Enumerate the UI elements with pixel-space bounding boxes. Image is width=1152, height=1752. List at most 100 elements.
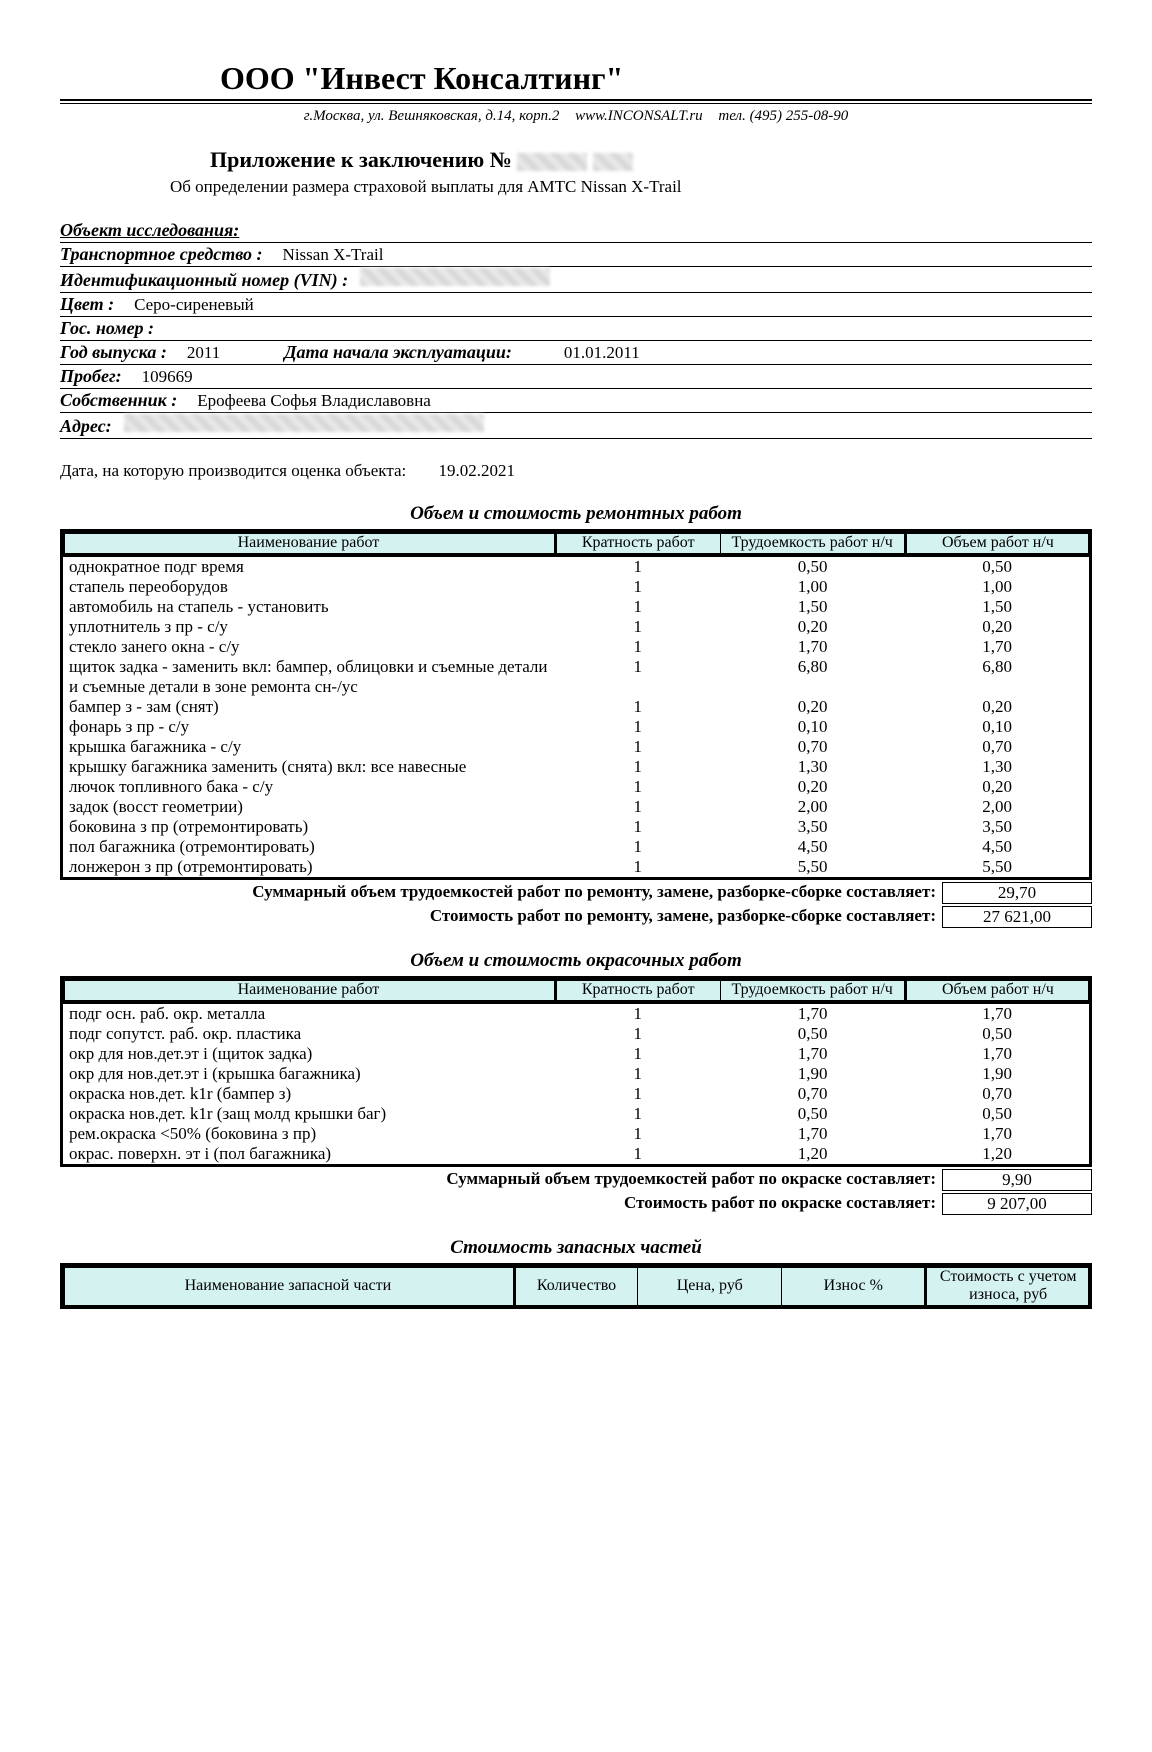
table-row: задок (восст геометрии)12,002,00	[62, 797, 1091, 817]
start-label: Дата начала эксплуатации:	[284, 342, 512, 363]
cell-v: 1,70	[905, 1044, 1090, 1064]
cell-v: 1,90	[905, 1064, 1090, 1084]
table-row: стапель переоборудов11,001,00	[62, 577, 1091, 597]
cell-h: 0,50	[720, 1104, 905, 1124]
cell-h: 0,20	[720, 697, 905, 717]
redacted-address	[124, 414, 484, 432]
cell-name: окраска нов.дет. k1r (защ молд крышки ба…	[62, 1104, 556, 1124]
table-row: окраска нов.дет. k1r (бампер з)10,700,70	[62, 1084, 1091, 1104]
cell-k: 1	[555, 1144, 720, 1166]
table-row: фонарь з пр - с/у10,100,10	[62, 717, 1091, 737]
cell-h: 1,00	[720, 577, 905, 597]
cell-h: 1,30	[720, 757, 905, 777]
table-row: автомобиль на стапель - установить11,501…	[62, 597, 1091, 617]
eval-date-label: Дата, на которую производится оценка объ…	[60, 461, 406, 480]
paint-header-name: Наименование работ	[62, 978, 556, 1003]
repair-sum-hours-value: 29,70	[942, 882, 1092, 904]
table-row: пол багажника (отремонтировать)14,504,50	[62, 837, 1091, 857]
cell-name: окраска нов.дет. k1r (бампер з)	[62, 1084, 556, 1104]
cell-h: 0,20	[720, 777, 905, 797]
cell-h: 6,80	[720, 657, 905, 697]
eval-date: Дата, на которую производится оценка объ…	[60, 461, 1092, 481]
color-value: Серо-сиреневый	[134, 295, 254, 315]
table-row: уплотнитель з пр - с/у10,200,20	[62, 617, 1091, 637]
table-row: крышка багажника - с/у10,700,70	[62, 737, 1091, 757]
owner-label: Собственник :	[60, 390, 177, 411]
cell-h: 0,10	[720, 717, 905, 737]
start-value: 01.01.2011	[564, 343, 640, 363]
table-row: бампер з - зам (снят)10,200,20	[62, 697, 1091, 717]
paint-table: Наименование работ Кратность работ Трудо…	[60, 976, 1092, 1167]
cell-k: 1	[555, 697, 720, 717]
table-row: щиток задка - заменить вкл: бампер, обли…	[62, 657, 1091, 697]
cell-h: 1,20	[720, 1144, 905, 1166]
cell-name: лонжерон з пр (отремонтировать)	[62, 857, 556, 879]
paint-sum-hours-value: 9,90	[942, 1169, 1092, 1191]
cell-v: 0,50	[905, 1104, 1090, 1124]
cell-v: 0,50	[905, 1024, 1090, 1044]
cell-k: 1	[555, 1024, 720, 1044]
cell-h: 1,70	[720, 637, 905, 657]
cell-name: стапель переоборудов	[62, 577, 556, 597]
cell-name: крышку багажника заменить (снята) вкл: в…	[62, 757, 556, 777]
cell-v: 6,80	[905, 657, 1090, 697]
repair-sum-cost: Стоимость работ по ремонту, замене, разб…	[60, 906, 1092, 928]
cell-h: 1,70	[720, 1124, 905, 1144]
cell-name: подг осн. раб. окр. металла	[62, 1003, 556, 1025]
divider	[60, 99, 1092, 101]
parts-title: Стоимость запасных частей	[60, 1237, 1092, 1259]
paint-sum-cost: Стоимость работ по окраске составляет: 9…	[60, 1193, 1092, 1215]
table-row: боковина з пр (отремонтировать)13,503,50	[62, 817, 1091, 837]
table-row: однократное подг время10,500,50	[62, 556, 1091, 578]
table-row: стекло занего окна - с/у11,701,70	[62, 637, 1091, 657]
cell-h: 0,70	[720, 1084, 905, 1104]
cell-name: бампер з - зам (снят)	[62, 697, 556, 717]
repair-header-k: Кратность работ	[555, 531, 720, 556]
mileage-value: 109669	[142, 367, 193, 387]
vehicle-label: Транспортное средство :	[60, 244, 263, 265]
repair-sum-cost-label: Стоимость работ по ремонту, замене, разб…	[60, 906, 942, 928]
paint-title: Объем и стоимость окрасочных работ	[60, 950, 1092, 972]
redacted-number	[593, 153, 633, 171]
table-row: окрас. поверхн. эт i (пол багажника)11,2…	[62, 1144, 1091, 1166]
cell-name: окрас. поверхн. эт i (пол багажника)	[62, 1144, 556, 1166]
parts-header-q: Количество	[514, 1265, 637, 1308]
parts-header-p: Цена, руб	[638, 1265, 782, 1308]
cell-h: 2,00	[720, 797, 905, 817]
cell-v: 3,50	[905, 817, 1090, 837]
cell-h: 4,50	[720, 837, 905, 857]
cell-h: 1,50	[720, 597, 905, 617]
cell-k: 1	[555, 657, 720, 697]
plate-label: Гос. номер :	[60, 318, 154, 339]
cell-k: 1	[555, 837, 720, 857]
cell-name: однократное подг время	[62, 556, 556, 578]
company-phone: тел. (495) 255-08-90	[718, 108, 848, 124]
paint-sum-hours-label: Суммарный объем трудоемкостей работ по о…	[60, 1169, 942, 1191]
cell-name: подг сопутст. раб. окр. пластика	[62, 1024, 556, 1044]
cell-name: автомобиль на стапель - установить	[62, 597, 556, 617]
table-row: окраска нов.дет. k1r (защ молд крышки ба…	[62, 1104, 1091, 1124]
parts-header-w: Износ %	[782, 1265, 926, 1308]
company-site: www.INCONSALT.ru	[575, 108, 703, 124]
cell-name: рем.окраска <50% (боковина з пр)	[62, 1124, 556, 1144]
repair-header-v: Объем работ н/ч	[905, 531, 1090, 556]
cell-k: 1	[555, 1003, 720, 1025]
eval-date-value: 19.02.2021	[439, 461, 516, 480]
cell-k: 1	[555, 797, 720, 817]
cell-k: 1	[555, 556, 720, 578]
object-header: Объект исследования:	[60, 220, 239, 241]
table-row: крышку багажника заменить (снята) вкл: в…	[62, 757, 1091, 777]
cell-h: 3,50	[720, 817, 905, 837]
paint-sum-cost-value: 9 207,00	[942, 1193, 1092, 1215]
cell-v: 1,20	[905, 1144, 1090, 1166]
cell-v: 1,00	[905, 577, 1090, 597]
repair-sum-hours: Суммарный объем трудоемкостей работ по р…	[60, 882, 1092, 904]
repair-sum-hours-label: Суммарный объем трудоемкостей работ по р…	[60, 882, 942, 904]
mileage-label: Пробег:	[60, 366, 122, 387]
year-label: Год выпуска :	[60, 342, 167, 363]
cell-h: 5,50	[720, 857, 905, 879]
cell-v: 4,50	[905, 837, 1090, 857]
address-label: Адрес:	[60, 416, 112, 437]
cell-name: боковина з пр (отремонтировать)	[62, 817, 556, 837]
cell-name: фонарь з пр - с/у	[62, 717, 556, 737]
